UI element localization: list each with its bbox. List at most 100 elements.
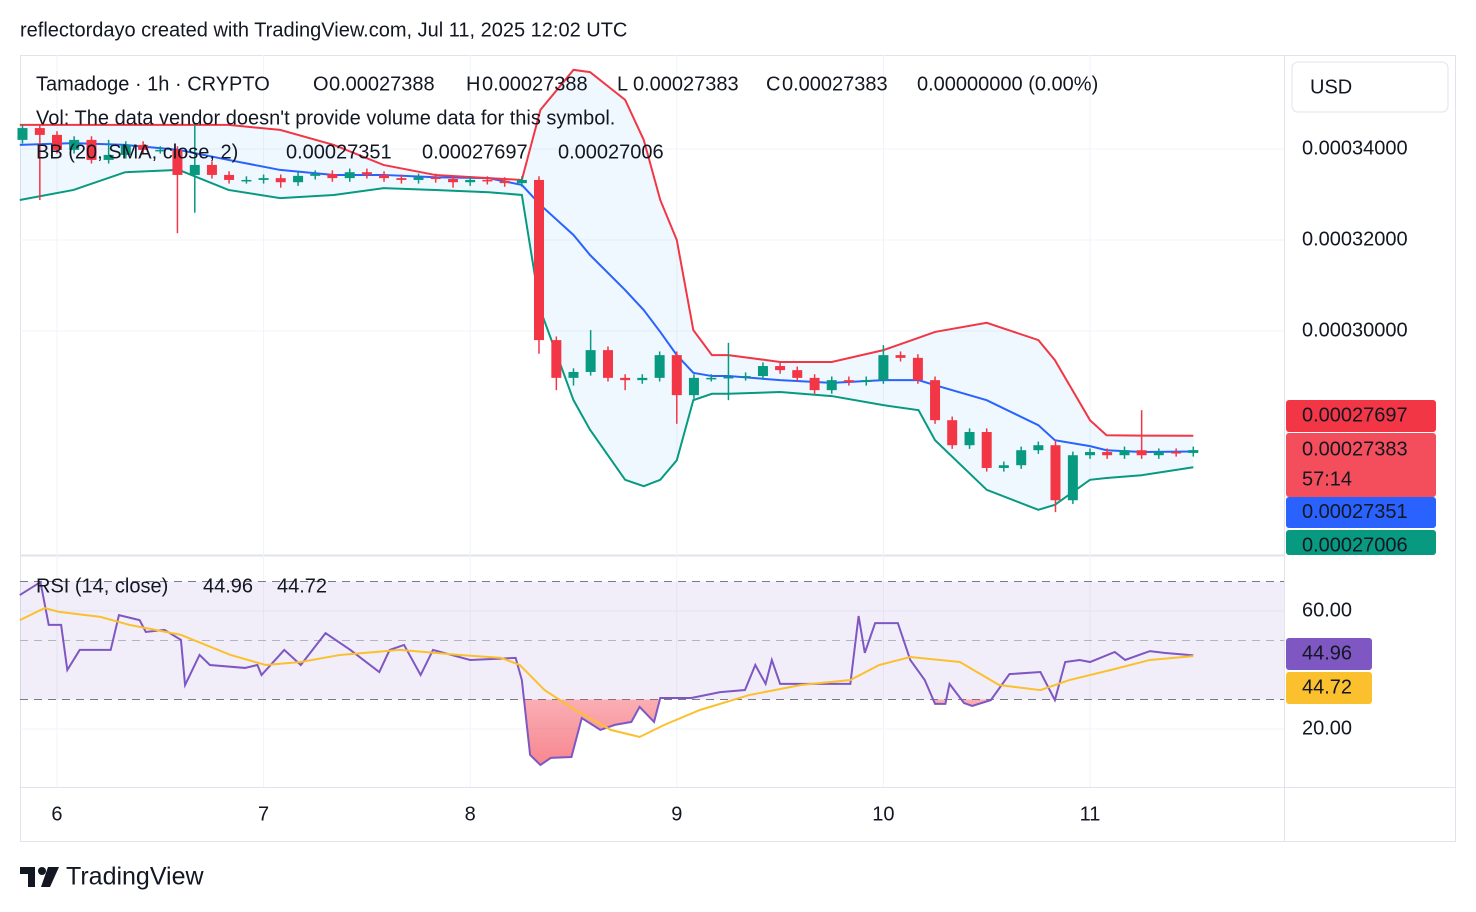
candle-body (499, 180, 510, 184)
candle-body (1016, 450, 1027, 466)
candle-body (826, 380, 837, 391)
price-label-box (1286, 638, 1372, 670)
candle-body (1136, 450, 1147, 456)
x-tick-label: 11 (1080, 803, 1101, 825)
chart-frame (20, 55, 1456, 842)
bb-line (19, 168, 1194, 511)
candle-body (1171, 452, 1182, 454)
candle-body (1050, 445, 1061, 501)
candle-body (34, 128, 45, 135)
candle-body (241, 179, 252, 182)
bb-line (19, 68, 1194, 437)
x-tick-label: 6 (51, 803, 62, 825)
candle-body (189, 164, 200, 175)
oversold-fill (20, 699, 1194, 765)
countdown: 57:14 (1302, 468, 1352, 490)
candle-body (809, 377, 820, 391)
candle-body (723, 376, 734, 379)
candle-body (947, 420, 958, 446)
candle-body (327, 174, 338, 179)
x-tick-label: 7 (258, 803, 269, 825)
candle-body (516, 179, 527, 184)
legend-value: 0.00027388 (482, 73, 588, 95)
price-label-box (1286, 497, 1436, 528)
y-tick-label: 0.00034000 (1302, 137, 1408, 159)
candle-body (120, 144, 131, 155)
candle-body (1084, 452, 1095, 456)
price-label-box (1286, 400, 1436, 432)
candle-body (448, 179, 459, 183)
y-tick-label: 0.00030000 (1302, 319, 1408, 341)
legend-value: 0.00027383 (633, 73, 739, 95)
candle-body (912, 357, 923, 381)
candle-body (551, 340, 562, 378)
candle-body (69, 139, 80, 150)
candle-body (206, 164, 217, 175)
legend-label: H (466, 73, 480, 95)
price-label-box (1286, 672, 1372, 704)
currency[interactable]: USD (1310, 76, 1352, 98)
candle-body (172, 149, 183, 175)
price-label: 0.00027697 (1302, 404, 1408, 426)
candle-body (998, 465, 1009, 468)
legend-value: 0.00027383 (782, 73, 888, 95)
candle-body (361, 172, 372, 175)
candle-body (86, 139, 97, 160)
price-label: 0.00027006 (1302, 534, 1408, 556)
legend-label: L (617, 73, 628, 95)
y-tick-label: 60.00 (1302, 599, 1352, 621)
candle-body (344, 172, 355, 179)
y-tick-label: 20.00 (1302, 717, 1352, 739)
candle-body (585, 350, 596, 372)
x-tick-label: 9 (671, 803, 682, 825)
candle-body (688, 377, 699, 396)
candle-body (482, 179, 493, 182)
candle-body (775, 366, 786, 371)
indicator-value: 44.72 (277, 575, 327, 597)
symbol-title: Tamadoge · 1h · CRYPTO (36, 73, 270, 95)
indicator-value: 0.00027697 (422, 141, 528, 163)
candle-body (258, 178, 269, 180)
bb-line (19, 142, 1194, 454)
candle-body (1067, 455, 1078, 501)
candle-body (430, 177, 441, 180)
candle-body (620, 377, 631, 381)
candle-body (930, 380, 941, 421)
candle-body (740, 376, 751, 378)
currency-button[interactable] (1291, 61, 1449, 113)
indicator-label: RSI (14, close) (36, 575, 168, 597)
candle-body (861, 380, 872, 382)
candle-body (310, 174, 321, 176)
brand-logo (20, 867, 59, 887)
price-label: 0.00027351 (1302, 501, 1408, 523)
indicator-label: BB (20, SMA, close, 2) (36, 141, 238, 163)
candle-body (224, 174, 235, 180)
legend-label: C (766, 73, 780, 95)
y-tick-label: 0.00032000 (1302, 228, 1408, 250)
price-label-box (1286, 530, 1436, 555)
candle-body (602, 350, 613, 378)
candle-body (293, 175, 304, 183)
price-label: 44.96 (1302, 642, 1352, 664)
candle-body (964, 432, 975, 446)
candle-body (413, 177, 424, 180)
candle-body (1188, 450, 1199, 453)
attribution: reflectordayo created with TradingView.c… (20, 19, 627, 41)
candle-body (706, 377, 717, 380)
price-label: 0.00027383 (1302, 438, 1408, 460)
legend-label: O (313, 73, 329, 95)
candle-body (757, 366, 768, 377)
candle-body (843, 380, 854, 382)
candle-body (878, 355, 889, 381)
candle-body (103, 154, 114, 160)
candle-body (1119, 450, 1130, 456)
rsi-line (19, 606, 1194, 739)
legend-change: 0.00000000 (0.00%) (917, 73, 1098, 95)
candle-body (396, 178, 407, 180)
candle-body (465, 179, 476, 183)
candle-body (1033, 445, 1044, 451)
